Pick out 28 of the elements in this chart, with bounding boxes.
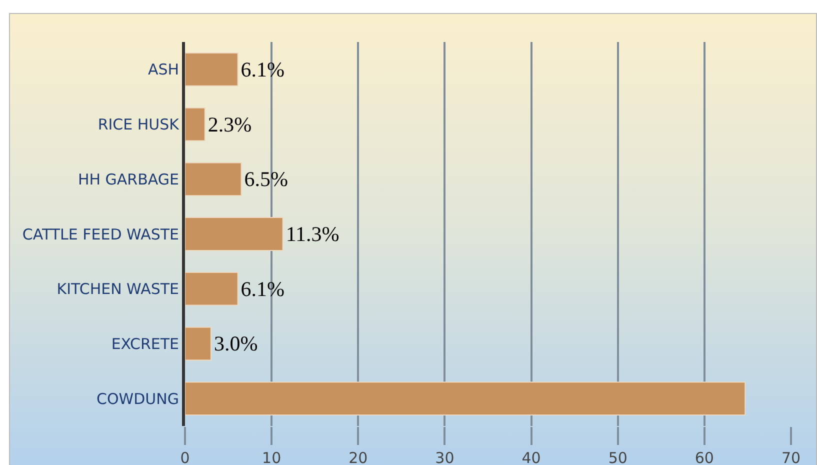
x-tick-label: 30 [435, 449, 454, 465]
y-tick-label: HH GARBAGE [78, 170, 179, 188]
x-tick-label: 10 [262, 449, 282, 465]
data-label: 11.3% [286, 222, 340, 246]
data-label: 6.1% [240, 276, 285, 301]
y-tick-label: CATTLE FEED WASTE [22, 225, 179, 244]
bar [185, 107, 206, 142]
x-tick-label: 20 [348, 449, 368, 465]
y-tick-label: ASH [148, 60, 179, 79]
x-tick-label: 60 [694, 449, 714, 465]
x-tick-label: 70 [781, 449, 801, 465]
data-label: 2.3% [208, 112, 252, 136]
data-label: 6.1% [240, 57, 285, 82]
y-tick-label: RICE HUSK [98, 116, 180, 134]
y-tick-label: EXCRETE [111, 334, 179, 353]
x-tick-label: 40 [522, 449, 541, 465]
y-tick-label: COWDUNG [96, 390, 179, 408]
bar [185, 382, 746, 416]
x-tick-label: 50 [608, 449, 628, 465]
x-tick-label: 0 [180, 449, 190, 465]
bar [185, 272, 238, 306]
data-label: 3.0% [214, 332, 258, 356]
bar [185, 326, 212, 361]
y-tick-label: KITCHEN WASTE [56, 280, 179, 298]
bar [185, 217, 284, 251]
data-label: 6.5% [244, 167, 288, 192]
bar [185, 52, 238, 86]
bar [185, 162, 242, 196]
